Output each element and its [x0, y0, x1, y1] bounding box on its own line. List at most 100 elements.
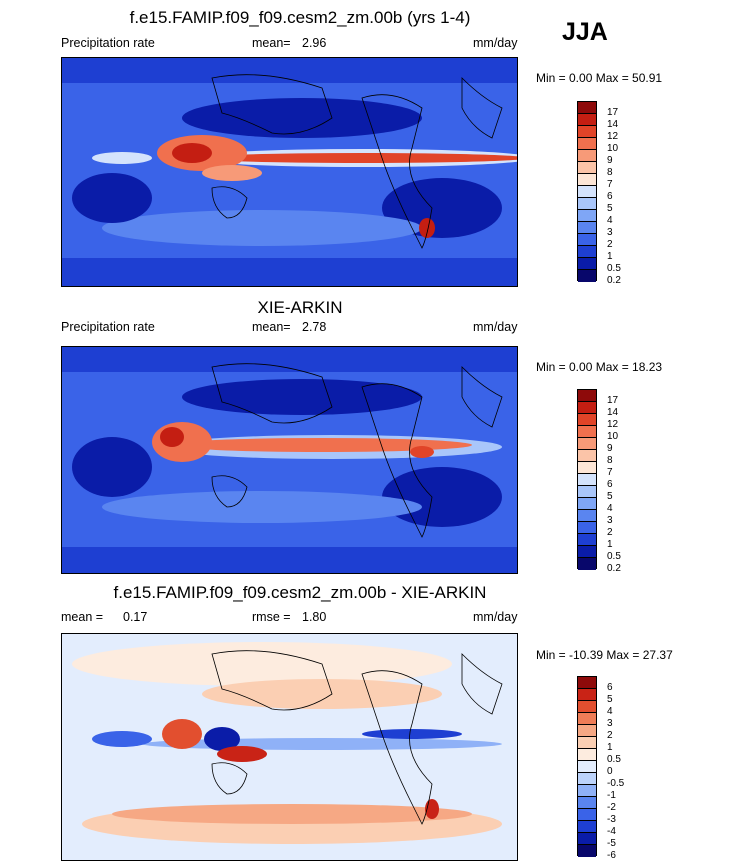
season-label: JJA	[562, 18, 608, 46]
colorbar-tick-label: 17	[607, 107, 619, 118]
colorbar-segment	[578, 114, 596, 126]
rmse-label: rmse =	[252, 610, 291, 624]
colorbar-tick-label: 14	[607, 119, 619, 130]
colorbar-tick-label: 6	[607, 479, 613, 490]
colorbar-segment	[578, 522, 596, 534]
colorbar-segment	[578, 462, 596, 474]
map-svg	[62, 634, 517, 860]
colorbar-segment	[578, 809, 596, 821]
colorbar-segment	[578, 270, 596, 282]
colorbar-segment	[578, 701, 596, 713]
colorbar-segment	[578, 402, 596, 414]
colorbar-tick-label: 0.5	[607, 754, 621, 765]
colorbar-obs	[577, 389, 597, 570]
panel-field-label: Precipitation rate	[61, 320, 155, 334]
colorbar-tick-label: 12	[607, 419, 619, 430]
colorbar-segment	[578, 510, 596, 522]
colorbar-diff	[577, 676, 597, 857]
colorbar-tick-label: 1	[607, 251, 613, 262]
colorbar-segment	[578, 749, 596, 761]
colorbar-segment	[578, 773, 596, 785]
colorbar-segment	[578, 246, 596, 258]
colorbar-tick-label: 10	[607, 143, 619, 154]
colorbar-segment	[578, 450, 596, 462]
colorbar-segment	[578, 725, 596, 737]
colorbar-tick-label: 3	[607, 515, 613, 526]
colorbar-tick-label: 3	[607, 718, 613, 729]
colorbar-segment	[578, 234, 596, 246]
colorbar-tick-label: -5	[607, 838, 616, 849]
colorbar-segment	[578, 546, 596, 558]
colorbar-tick-label: -1	[607, 790, 616, 801]
colorbar-tick-label: 2	[607, 730, 613, 741]
colorbar-tick-label: 1	[607, 742, 613, 753]
colorbar-segment	[578, 833, 596, 845]
colorbar-segment	[578, 558, 596, 570]
colorbar-tick-label: -6	[607, 850, 616, 861]
colorbar-segment	[578, 785, 596, 797]
colorbar-segment	[578, 426, 596, 438]
colorbar-segment	[578, 713, 596, 725]
colorbar-tick-label: 4	[607, 215, 613, 226]
colorbar-segment	[578, 150, 596, 162]
colorbar-tick-label: 8	[607, 167, 613, 178]
panel-title-diff: f.e15.FAMIP.f09_f09.cesm2_zm.00b - XIE-A…	[113, 583, 487, 602]
colorbar-segment	[578, 498, 596, 510]
map-svg	[62, 58, 517, 286]
colorbar-segment	[578, 138, 596, 150]
panel-field-label: Precipitation rate	[61, 36, 155, 50]
colorbar-tick-label: 5	[607, 694, 613, 705]
colorbar-segment	[578, 677, 596, 689]
colorbar-tick-label: 1	[607, 539, 613, 550]
colorbar-tick-label: 0.5	[607, 551, 621, 562]
colorbar-tick-label: 5	[607, 491, 613, 502]
map-svg	[62, 347, 517, 573]
colorbar-segment	[578, 126, 596, 138]
diff-mean-label: mean =	[61, 610, 104, 624]
colorbar-tick-label: 0.2	[607, 275, 621, 286]
colorbar-segment	[578, 210, 596, 222]
min-max-label: Min = 0.00 Max = 50.91	[536, 71, 663, 85]
colorbar-segment	[578, 534, 596, 546]
colorbar-tick-label: 6	[607, 191, 613, 202]
colorbar-segment	[578, 737, 596, 749]
colorbar-tick-label: 4	[607, 503, 613, 514]
colorbar-tick-label: 7	[607, 467, 613, 478]
panel-title-model: f.e15.FAMIP.f09_f09.cesm2_zm.00b (yrs 1-…	[129, 8, 471, 27]
colorbar-tick-label: 0	[607, 766, 613, 777]
map-diff-precip	[61, 633, 518, 861]
colorbar-tick-label: 3	[607, 227, 613, 238]
colorbar-tick-label: 4	[607, 706, 613, 717]
colorbar-tick-label: -2	[607, 802, 616, 813]
colorbar-tick-label: 0.5	[607, 263, 621, 274]
colorbar-tick-label: 2	[607, 239, 613, 250]
min-max-label: Min = -10.39 Max = 27.37	[536, 648, 673, 662]
colorbar-segment	[578, 414, 596, 426]
colorbar-segment	[578, 102, 596, 114]
colorbar-segment	[578, 390, 596, 402]
map-obs-precip	[61, 346, 518, 574]
colorbar-tick-label: 17	[607, 395, 619, 406]
colorbar-segment	[578, 174, 596, 186]
colorbar-segment	[578, 845, 596, 857]
colorbar-tick-label: 9	[607, 443, 613, 454]
colorbar-tick-label: 6	[607, 682, 613, 693]
colorbar-segment	[578, 186, 596, 198]
colorbar-segment	[578, 797, 596, 809]
colorbar-model	[577, 101, 597, 282]
colorbar-tick-label: 2	[607, 527, 613, 538]
mean-label: mean=	[252, 320, 291, 334]
colorbar-tick-label: -4	[607, 826, 616, 837]
mean-value: 2.78	[302, 320, 327, 334]
colorbar-segment	[578, 258, 596, 270]
colorbar-tick-label: 0.2	[607, 563, 621, 574]
colorbar-segment	[578, 438, 596, 450]
rmse-value: 1.80	[302, 610, 327, 624]
units-label: mm/day	[473, 320, 518, 334]
colorbar-tick-label: 9	[607, 155, 613, 166]
colorbar-tick-label: 8	[607, 455, 613, 466]
panel-title-obs: XIE-ARKIN	[257, 298, 343, 317]
map-model-precip	[61, 57, 518, 287]
colorbar-tick-label: 5	[607, 203, 613, 214]
diff-mean-value: 0.17	[123, 610, 148, 624]
